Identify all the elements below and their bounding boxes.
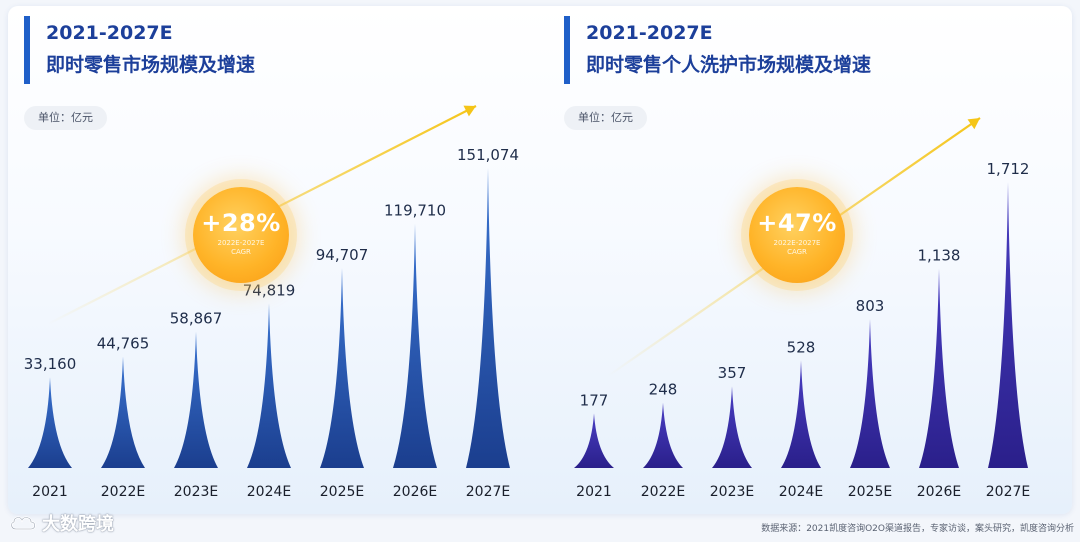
data-source-note: 数据来源：2021凯度咨询O2O渠道报告，专家访谈，案头研究，凯度咨询分析: [761, 524, 1074, 534]
right-bar-2026E: [919, 268, 959, 468]
left-bar-2026E: [393, 223, 437, 468]
right-x-tick-2022E: 2022E: [641, 484, 685, 500]
right-bar-2022E: [643, 402, 683, 468]
left-bar-2023E: [174, 331, 218, 468]
right-data-label-2022E: 248: [649, 381, 678, 399]
left-cagr-value: +28%: [201, 209, 281, 237]
right-unit-label: 单位：亿元: [564, 106, 647, 130]
right-chart-panel: 2021-2027E 即时零售个人洗护市场规模及增速 单位：亿元 177 2021…: [548, 6, 1072, 514]
left-x-tick-2025E: 2025E: [320, 484, 364, 500]
left-bar-2022E: [101, 356, 145, 468]
left-cagr-period: 2022E-2027E: [217, 239, 265, 247]
left-bar-2024E: [247, 303, 291, 468]
right-bar-2023E: [712, 386, 752, 468]
left-data-label-2021: 33,160: [24, 355, 77, 373]
left-x-tick-2021: 2021: [32, 484, 68, 500]
left-trend-arrowhead: [463, 105, 476, 117]
right-trend-arrowhead: [967, 118, 980, 130]
left-x-tick-2023E: 2023E: [174, 484, 218, 500]
left-title-accent-bar: [24, 16, 30, 84]
left-chart-title: 即时零售市场规模及增速: [46, 54, 256, 76]
right-data-label-2024E: 528: [787, 338, 816, 356]
right-data-label-2023E: 357: [718, 364, 747, 382]
right-x-tick-2025E: 2025E: [848, 484, 892, 500]
left-unit-label: 单位：亿元: [24, 106, 107, 130]
right-cagr-badge: +47% 2022E-2027E CAGR: [749, 187, 845, 283]
right-cagr-value: +47%: [757, 209, 837, 237]
right-bar-2024E: [781, 360, 821, 468]
left-data-label-2022E: 44,765: [97, 335, 150, 353]
right-x-tick-2026E: 2026E: [917, 484, 961, 500]
chart-card: 2021-2027E 即时零售市场规模及增速 单位：亿元 33,160 2021 4…: [8, 6, 1072, 514]
right-data-label-2021: 177: [580, 391, 609, 409]
left-chart-title-years: 2021-2027E: [46, 22, 173, 44]
left-x-tick-2026E: 2026E: [393, 484, 437, 500]
left-data-label-2027E: 151,074: [457, 146, 519, 164]
left-data-label-2026E: 119,710: [384, 202, 446, 220]
right-data-label-2026E: 1,138: [918, 247, 961, 265]
right-chart-title-years: 2021-2027E: [586, 22, 713, 44]
left-bar-chart: 33,160 2021 44,765 2022E 58,867 2023E 74,819 20…: [24, 105, 519, 500]
right-cagr-period: 2022E-2027E: [773, 239, 821, 247]
left-x-tick-2024E: 2024E: [247, 484, 291, 500]
left-x-tick-2027E: 2027E: [466, 484, 510, 500]
brand-logo-text: 大数跨境: [42, 514, 114, 535]
left-bar-2021: [28, 377, 72, 468]
right-bar-2021: [574, 413, 614, 468]
left-data-label-2023E: 58,867: [170, 310, 223, 328]
brand-logo: 大数跨境: [8, 511, 114, 535]
left-bar-2027E: [466, 168, 510, 468]
right-data-label-2027E: 1,712: [987, 160, 1030, 178]
right-x-tick-2024E: 2024E: [779, 484, 823, 500]
right-x-tick-2021: 2021: [576, 484, 612, 500]
left-x-tick-2022E: 2022E: [101, 484, 145, 500]
right-bar-2025E: [850, 318, 890, 468]
right-title-accent-bar: [564, 16, 570, 84]
right-bar-2027E: [988, 182, 1028, 468]
right-x-tick-2023E: 2023E: [710, 484, 754, 500]
left-bar-2025E: [320, 267, 364, 468]
right-x-tick-2027E: 2027E: [986, 484, 1030, 500]
left-cagr-label: CAGR: [231, 248, 251, 256]
left-data-label-2025E: 94,707: [316, 246, 369, 264]
left-data-label-2024E: 74,819: [243, 281, 296, 299]
right-data-label-2025E: 803: [856, 297, 885, 315]
left-chart-panel: 2021-2027E 即时零售市场规模及增速 单位：亿元 33,160 2021 4…: [8, 6, 548, 514]
cloud-logo-icon: [10, 516, 36, 531]
left-cagr-badge: +28% 2022E-2027E CAGR: [193, 187, 289, 283]
right-chart-title: 即时零售个人洗护市场规模及增速: [586, 54, 872, 76]
right-cagr-label: CAGR: [787, 248, 807, 256]
